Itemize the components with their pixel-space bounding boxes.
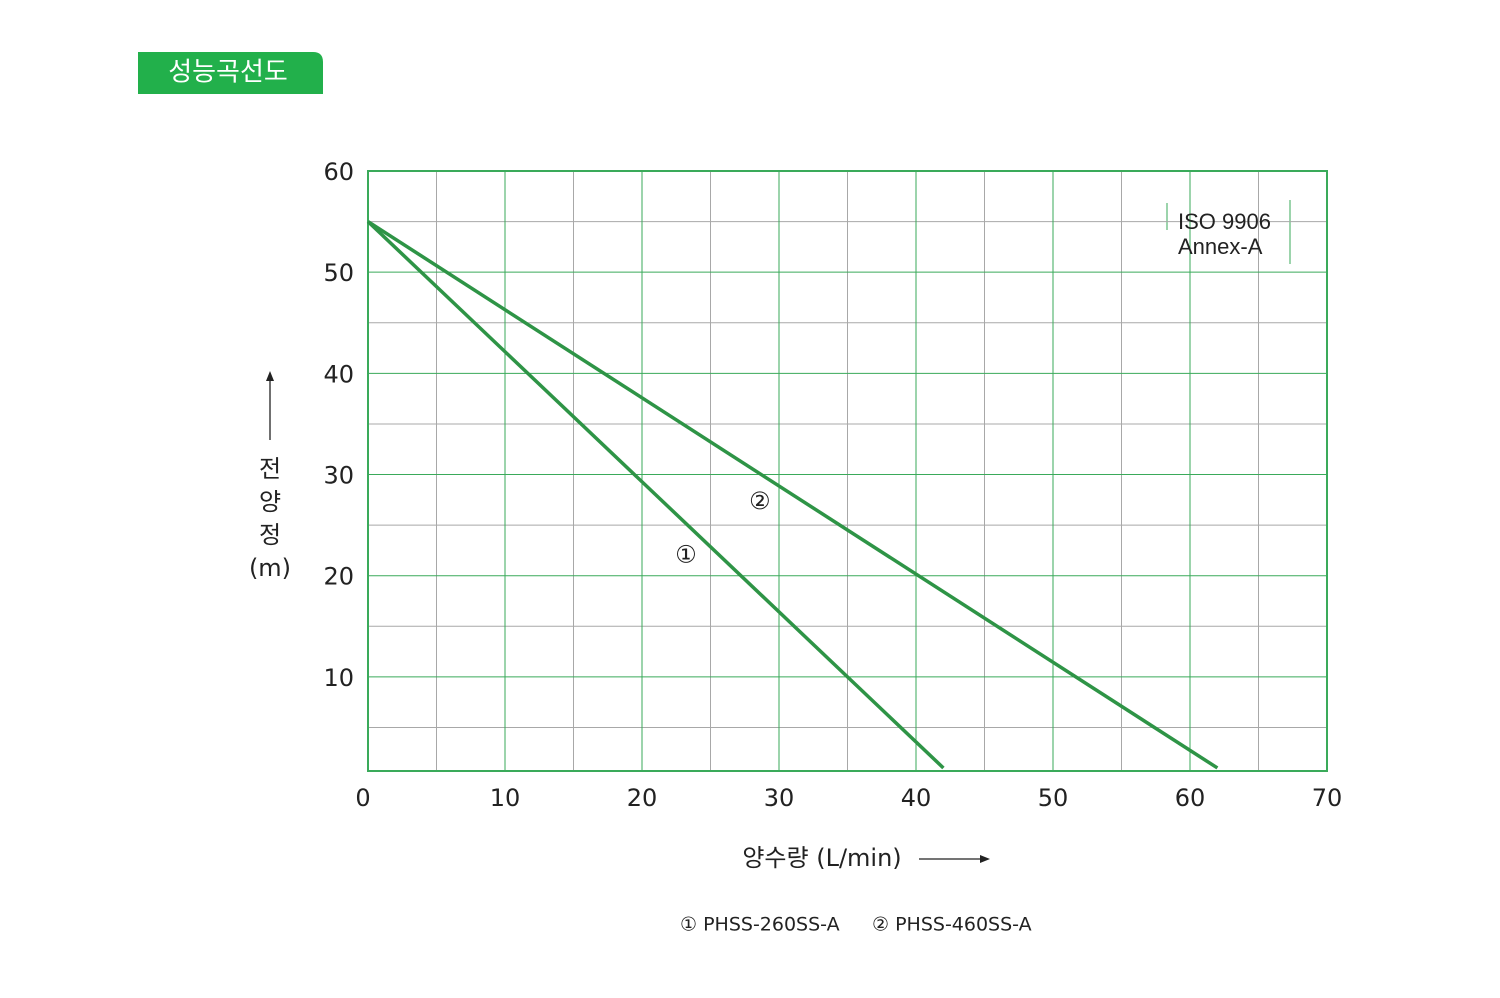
x-tick-label: 40	[901, 784, 932, 812]
y-arrow-head	[266, 371, 274, 381]
y-tick-label: 60	[323, 158, 354, 186]
x-axis-label: 양수량 (L/min)	[742, 844, 901, 872]
y-axis-label: (m)	[249, 554, 291, 582]
y-tick-label: 30	[323, 462, 354, 490]
annotation: ISO 9906	[1178, 209, 1271, 234]
x-tick-label: 50	[1038, 784, 1069, 812]
series-line	[366, 220, 945, 770]
y-tick-label: 40	[323, 360, 354, 388]
y-axis-label: 전	[259, 455, 281, 483]
x-tick-label: 60	[1175, 784, 1206, 812]
legend-entry: ① PHSS-260SS-A	[680, 914, 840, 936]
chart-title: 성능곡선도	[168, 58, 288, 88]
x-arrow-head	[980, 855, 990, 863]
y-tick-label: 20	[323, 563, 354, 591]
y-tick-label: 50	[323, 259, 354, 287]
y-axis-label: 정	[259, 521, 281, 549]
plot-frame	[367, 170, 1328, 772]
x-tick-label: 0	[355, 784, 370, 812]
series-label: ①	[675, 540, 697, 568]
x-tick-label: 20	[627, 784, 658, 812]
x-tick-label: 70	[1312, 784, 1343, 812]
x-tick-label: 30	[764, 784, 795, 812]
legend-entry: ② PHSS-460SS-A	[872, 914, 1032, 936]
x-tick-label: 10	[490, 784, 521, 812]
annotation: Annex-A	[1178, 234, 1263, 259]
series-line	[367, 220, 1219, 770]
series-label: ②	[749, 487, 771, 515]
y-tick-label: 10	[323, 664, 354, 692]
y-axis-label: 양	[259, 488, 281, 516]
title-tab	[138, 52, 323, 94]
